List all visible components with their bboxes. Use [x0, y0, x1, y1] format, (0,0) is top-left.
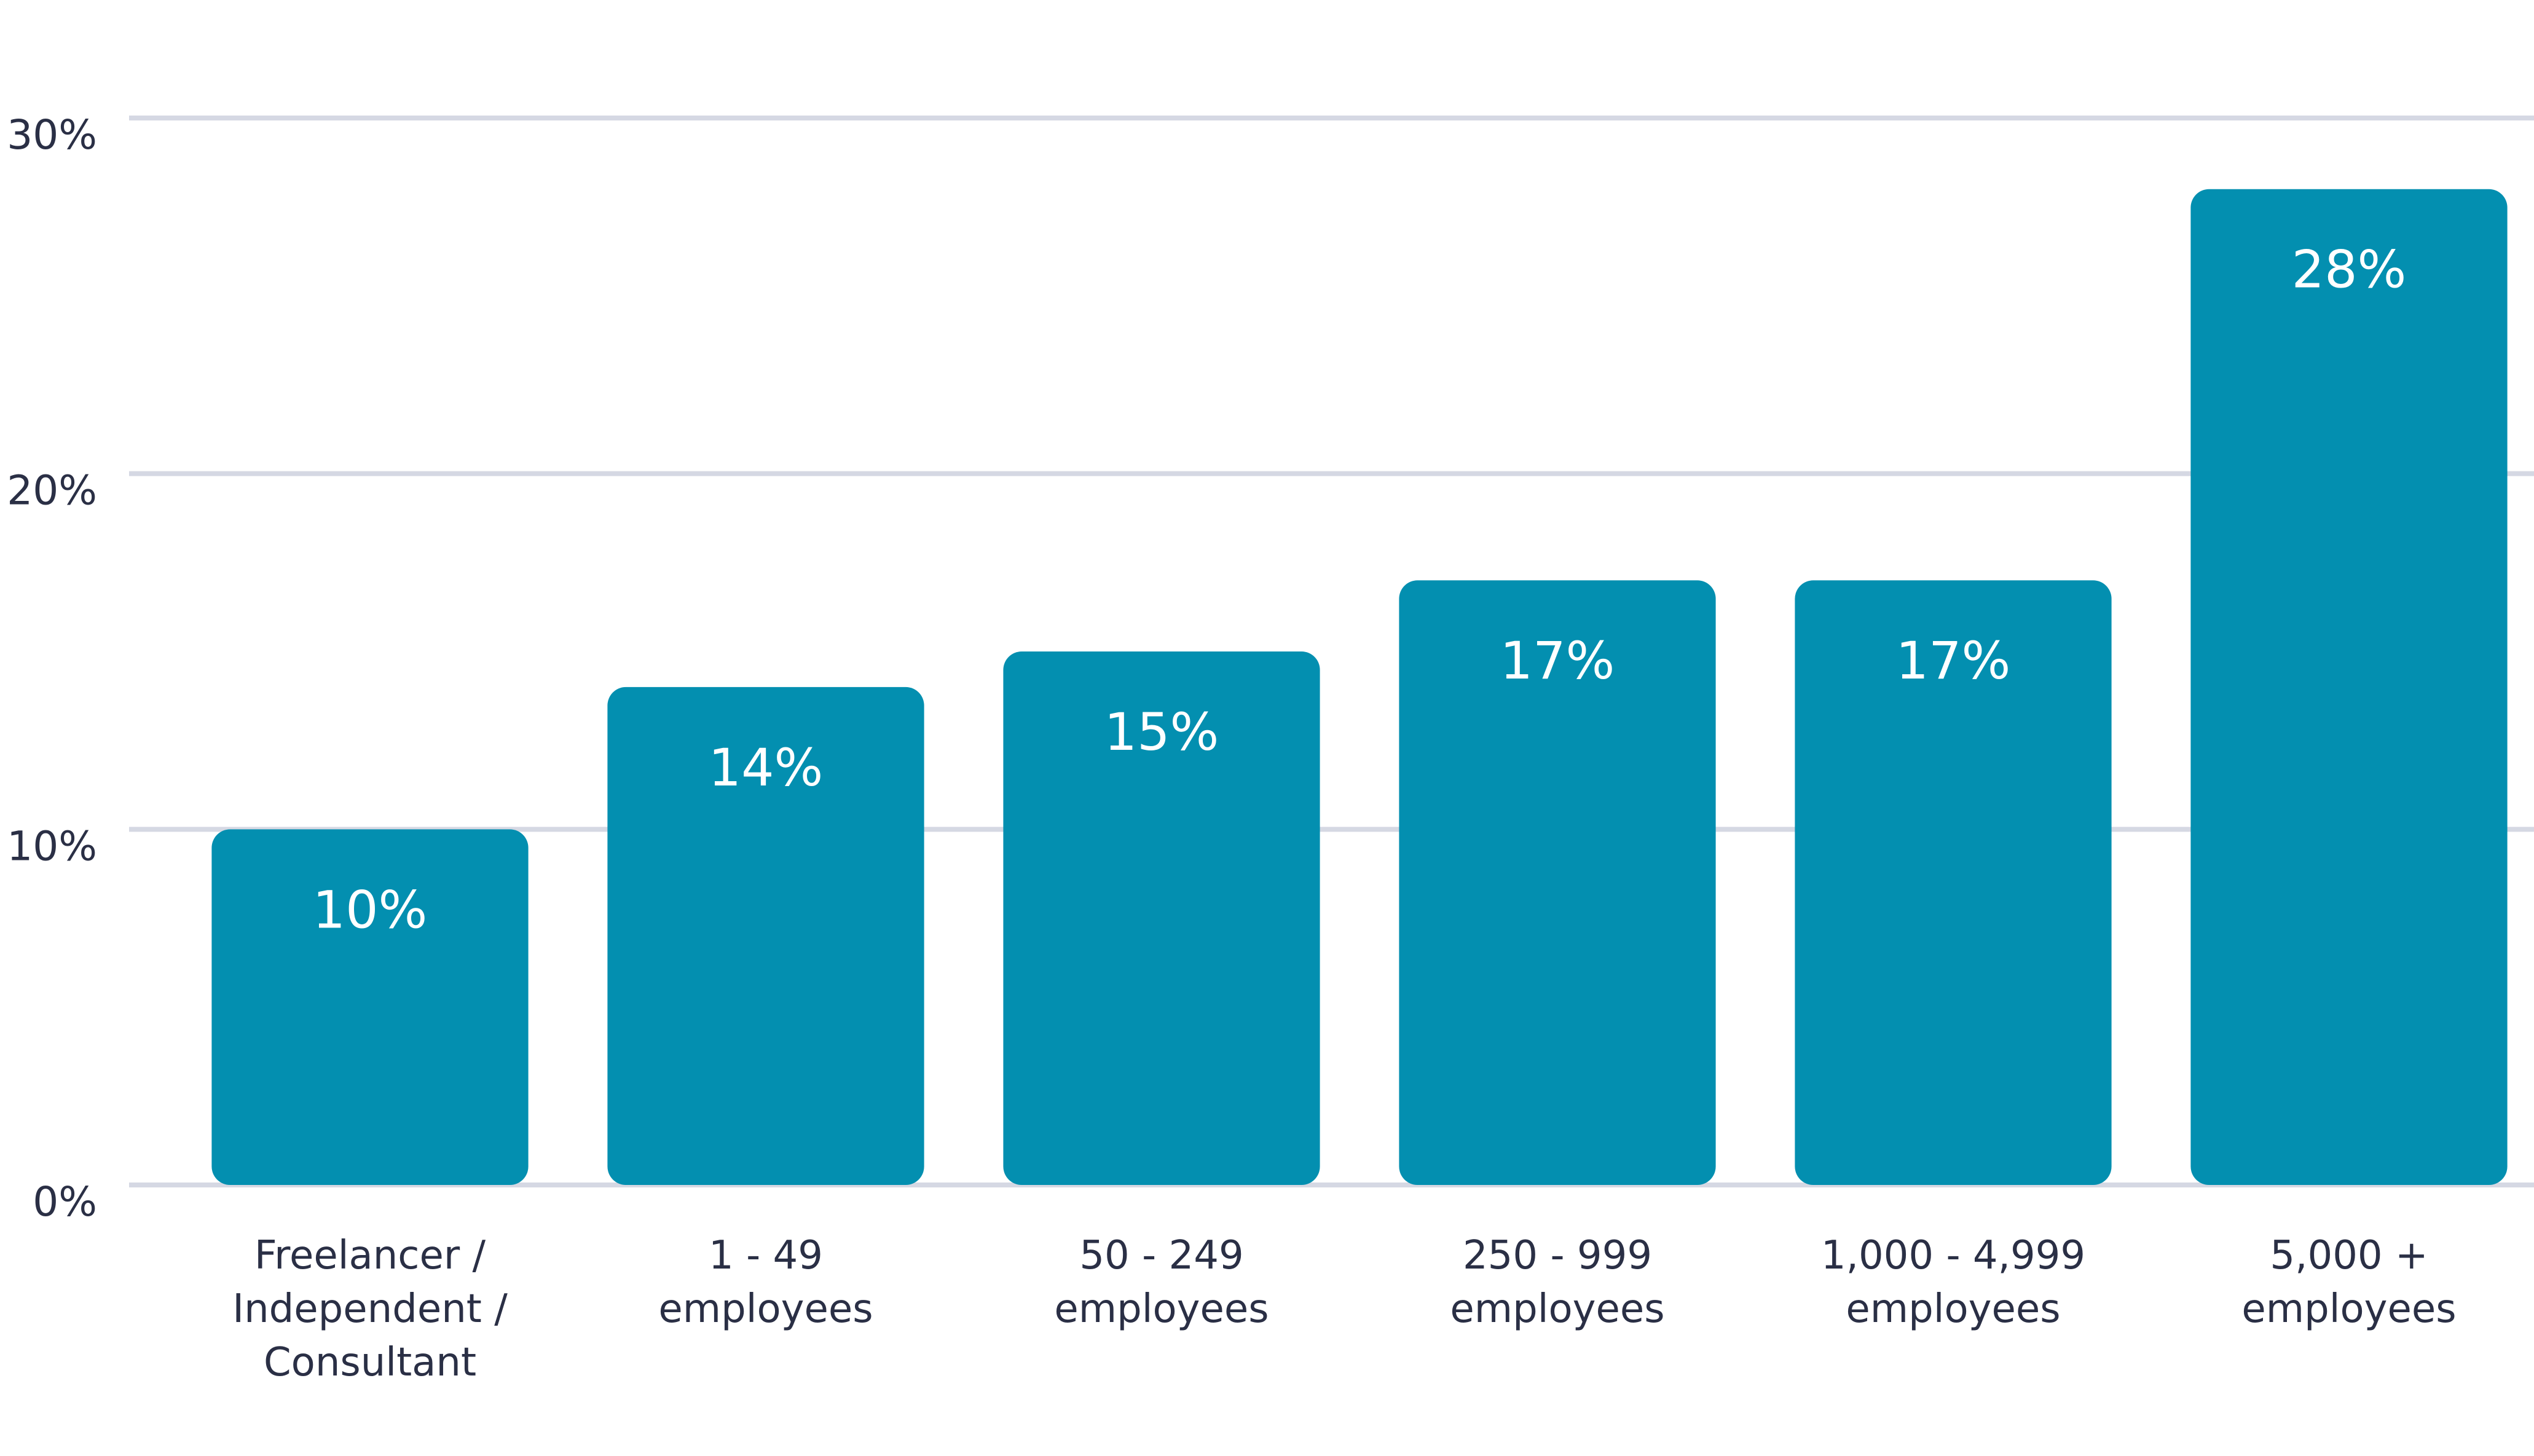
x-tick-label: Freelancer / Independent / Consultant: [232, 1233, 508, 1385]
bar: [607, 687, 924, 1185]
value-label: 15%: [1104, 702, 1219, 762]
x-tick-label: 5,000 + employees: [2241, 1233, 2457, 1332]
y-tick-label: 20%: [7, 467, 97, 514]
x-tick-label: 250 - 999 employees: [1450, 1233, 1665, 1332]
bar: [1399, 580, 1716, 1185]
x-tick-label: 50 - 249 employees: [1054, 1233, 1269, 1332]
bar: [211, 829, 529, 1185]
value-label: 28%: [2292, 240, 2407, 300]
value-label: 14%: [709, 738, 824, 798]
bar: [1003, 651, 1320, 1185]
y-tick-label: 0%: [33, 1178, 97, 1226]
y-tick-label: 10%: [7, 822, 97, 870]
value-label: 17%: [1896, 631, 2011, 691]
y-tick-label: 30%: [7, 111, 97, 159]
bar: [2190, 189, 2508, 1185]
value-label: 10%: [313, 880, 428, 940]
x-tick-label: 1 - 49 employees: [658, 1233, 873, 1332]
bar: [1795, 580, 2112, 1185]
value-label: 17%: [1500, 631, 1615, 691]
x-tick-label: 1,000 - 4,999 employees: [1820, 1233, 2086, 1332]
